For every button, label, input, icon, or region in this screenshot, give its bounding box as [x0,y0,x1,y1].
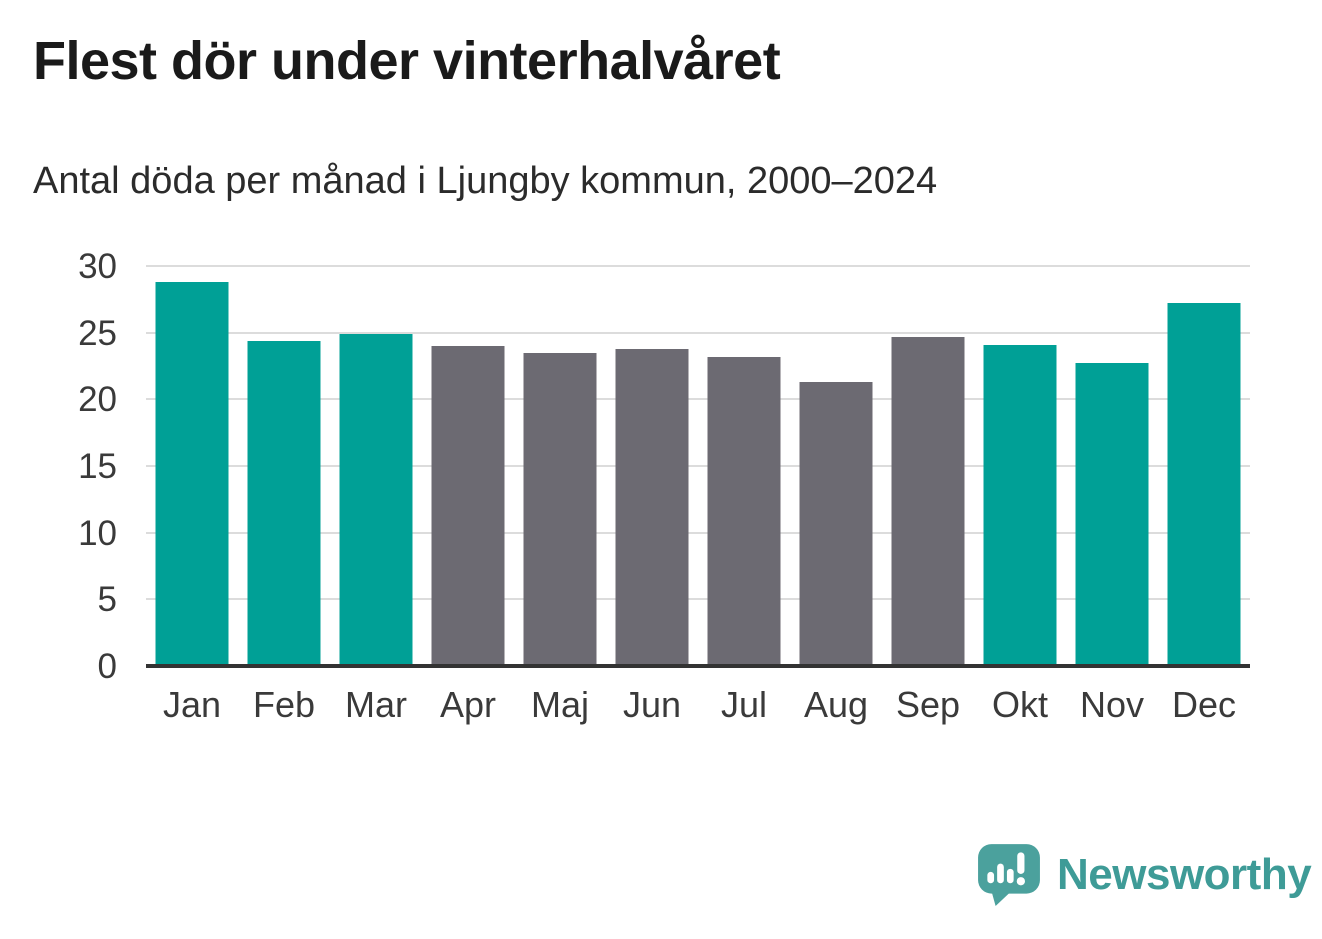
bar-feb [247,340,321,666]
y-tick-label-20: 20 [78,380,117,420]
y-tick-label-5: 5 [97,580,117,620]
bar-cell-okt [974,266,1066,666]
x-axis: Jan Feb Mar Apr Maj Jun Jul Aug Sep Okt Nov Dec [146,684,1250,734]
bar-cell-nov [1066,266,1158,666]
y-tick-label-30: 30 [78,247,117,286]
bar-sep [891,336,965,666]
bar-aug [799,382,873,666]
x-tick-label-dec: Dec [1171,684,1237,725]
bar-cell-mar [330,266,422,666]
x-tick-label-aug: Aug [803,684,869,725]
x-tick-label-jun: Jun [622,684,682,725]
chart-subtitle: Antal döda per månad i Ljungby kommun, 2… [33,160,938,202]
bar-cell-jul [698,266,790,666]
bar-cell-dec [1158,266,1250,666]
x-tick-label-jul: Jul [720,684,768,725]
x-tick-label-jan: Jan [162,684,222,725]
bar-cell-apr [422,266,514,666]
plot-area [146,265,1250,668]
x-tick-label-feb: Feb [252,684,316,725]
gridline-15 [146,465,1250,467]
newsworthy-logo: Newsworthy [976,842,1312,908]
x-tick-label-mar: Mar [345,684,407,725]
y-tick-label-0: 0 [97,647,117,686]
gridline-5 [146,598,1250,601]
gridline-20 [146,398,1250,401]
gridline-25 [146,331,1250,334]
bar-cell-sep [882,266,974,666]
newsworthy-wordmark: Newsworthy [1057,850,1312,899]
x-axis-line [146,664,1250,668]
bar-okt [983,344,1057,666]
chart-title: Flest dör under vinterhalvåret [33,31,781,91]
y-tick-label-25: 25 [78,313,117,353]
y-tick-label-10: 10 [78,513,117,553]
x-tick-label-okt: Okt [991,684,1048,725]
x-tick-label-sep: Sep [895,684,961,725]
x-tick-label-nov: Nov [1079,684,1145,725]
bar-cell-jun [606,266,698,666]
bar-apr [431,346,505,666]
x-tick-label-maj: Maj [530,684,589,725]
bar-cell-aug [790,266,882,666]
bar-nov [1075,363,1149,666]
bar-cell-feb [238,266,330,666]
bar-jun [615,348,689,666]
bar-jan [155,282,229,666]
bar-cell-jan [146,266,238,666]
x-tick-label-apr: Apr [439,684,497,725]
bar-jul [707,356,781,666]
bar-chart: 0 5 10 15 20 25 30 Jan Feb Mar Apr Maj Jun Jul Aug Sep… [0,249,1322,725]
gridline-10 [146,531,1250,534]
bar-maj [523,352,597,666]
bar-mar [339,334,413,666]
newsworthy-speech-bubble-chart-icon [976,842,1042,908]
y-tick-label-15: 15 [78,447,117,486]
gridline-30 [146,265,1250,267]
bar-cell-maj [514,266,606,666]
bar-dec [1167,303,1241,666]
